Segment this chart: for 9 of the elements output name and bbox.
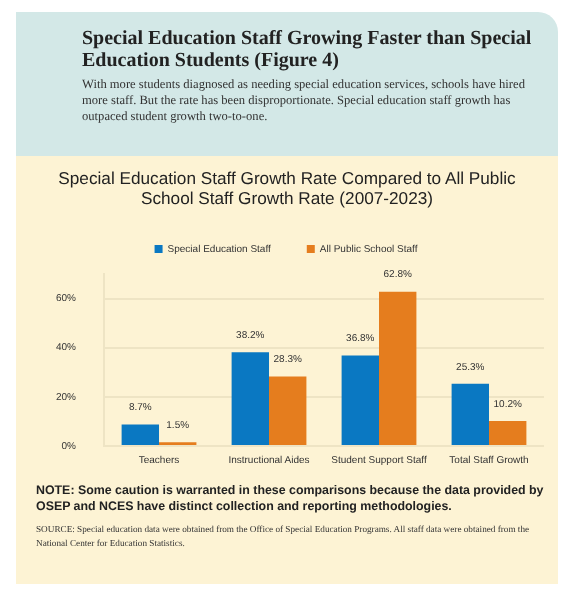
bar	[121, 424, 160, 445]
text: Special Education Staff Growing Faster than Special Education Students (Figure 4)	[82, 28, 534, 72]
bar	[269, 376, 307, 445]
bar	[379, 291, 417, 445]
bar	[489, 420, 527, 445]
bar	[451, 383, 489, 445]
bar	[231, 352, 270, 445]
chart-title: Special Education Staff Growth Rate Compared to All Public School Staff Growth Rate (2007-2023)	[56, 168, 518, 208]
bar	[341, 355, 380, 445]
